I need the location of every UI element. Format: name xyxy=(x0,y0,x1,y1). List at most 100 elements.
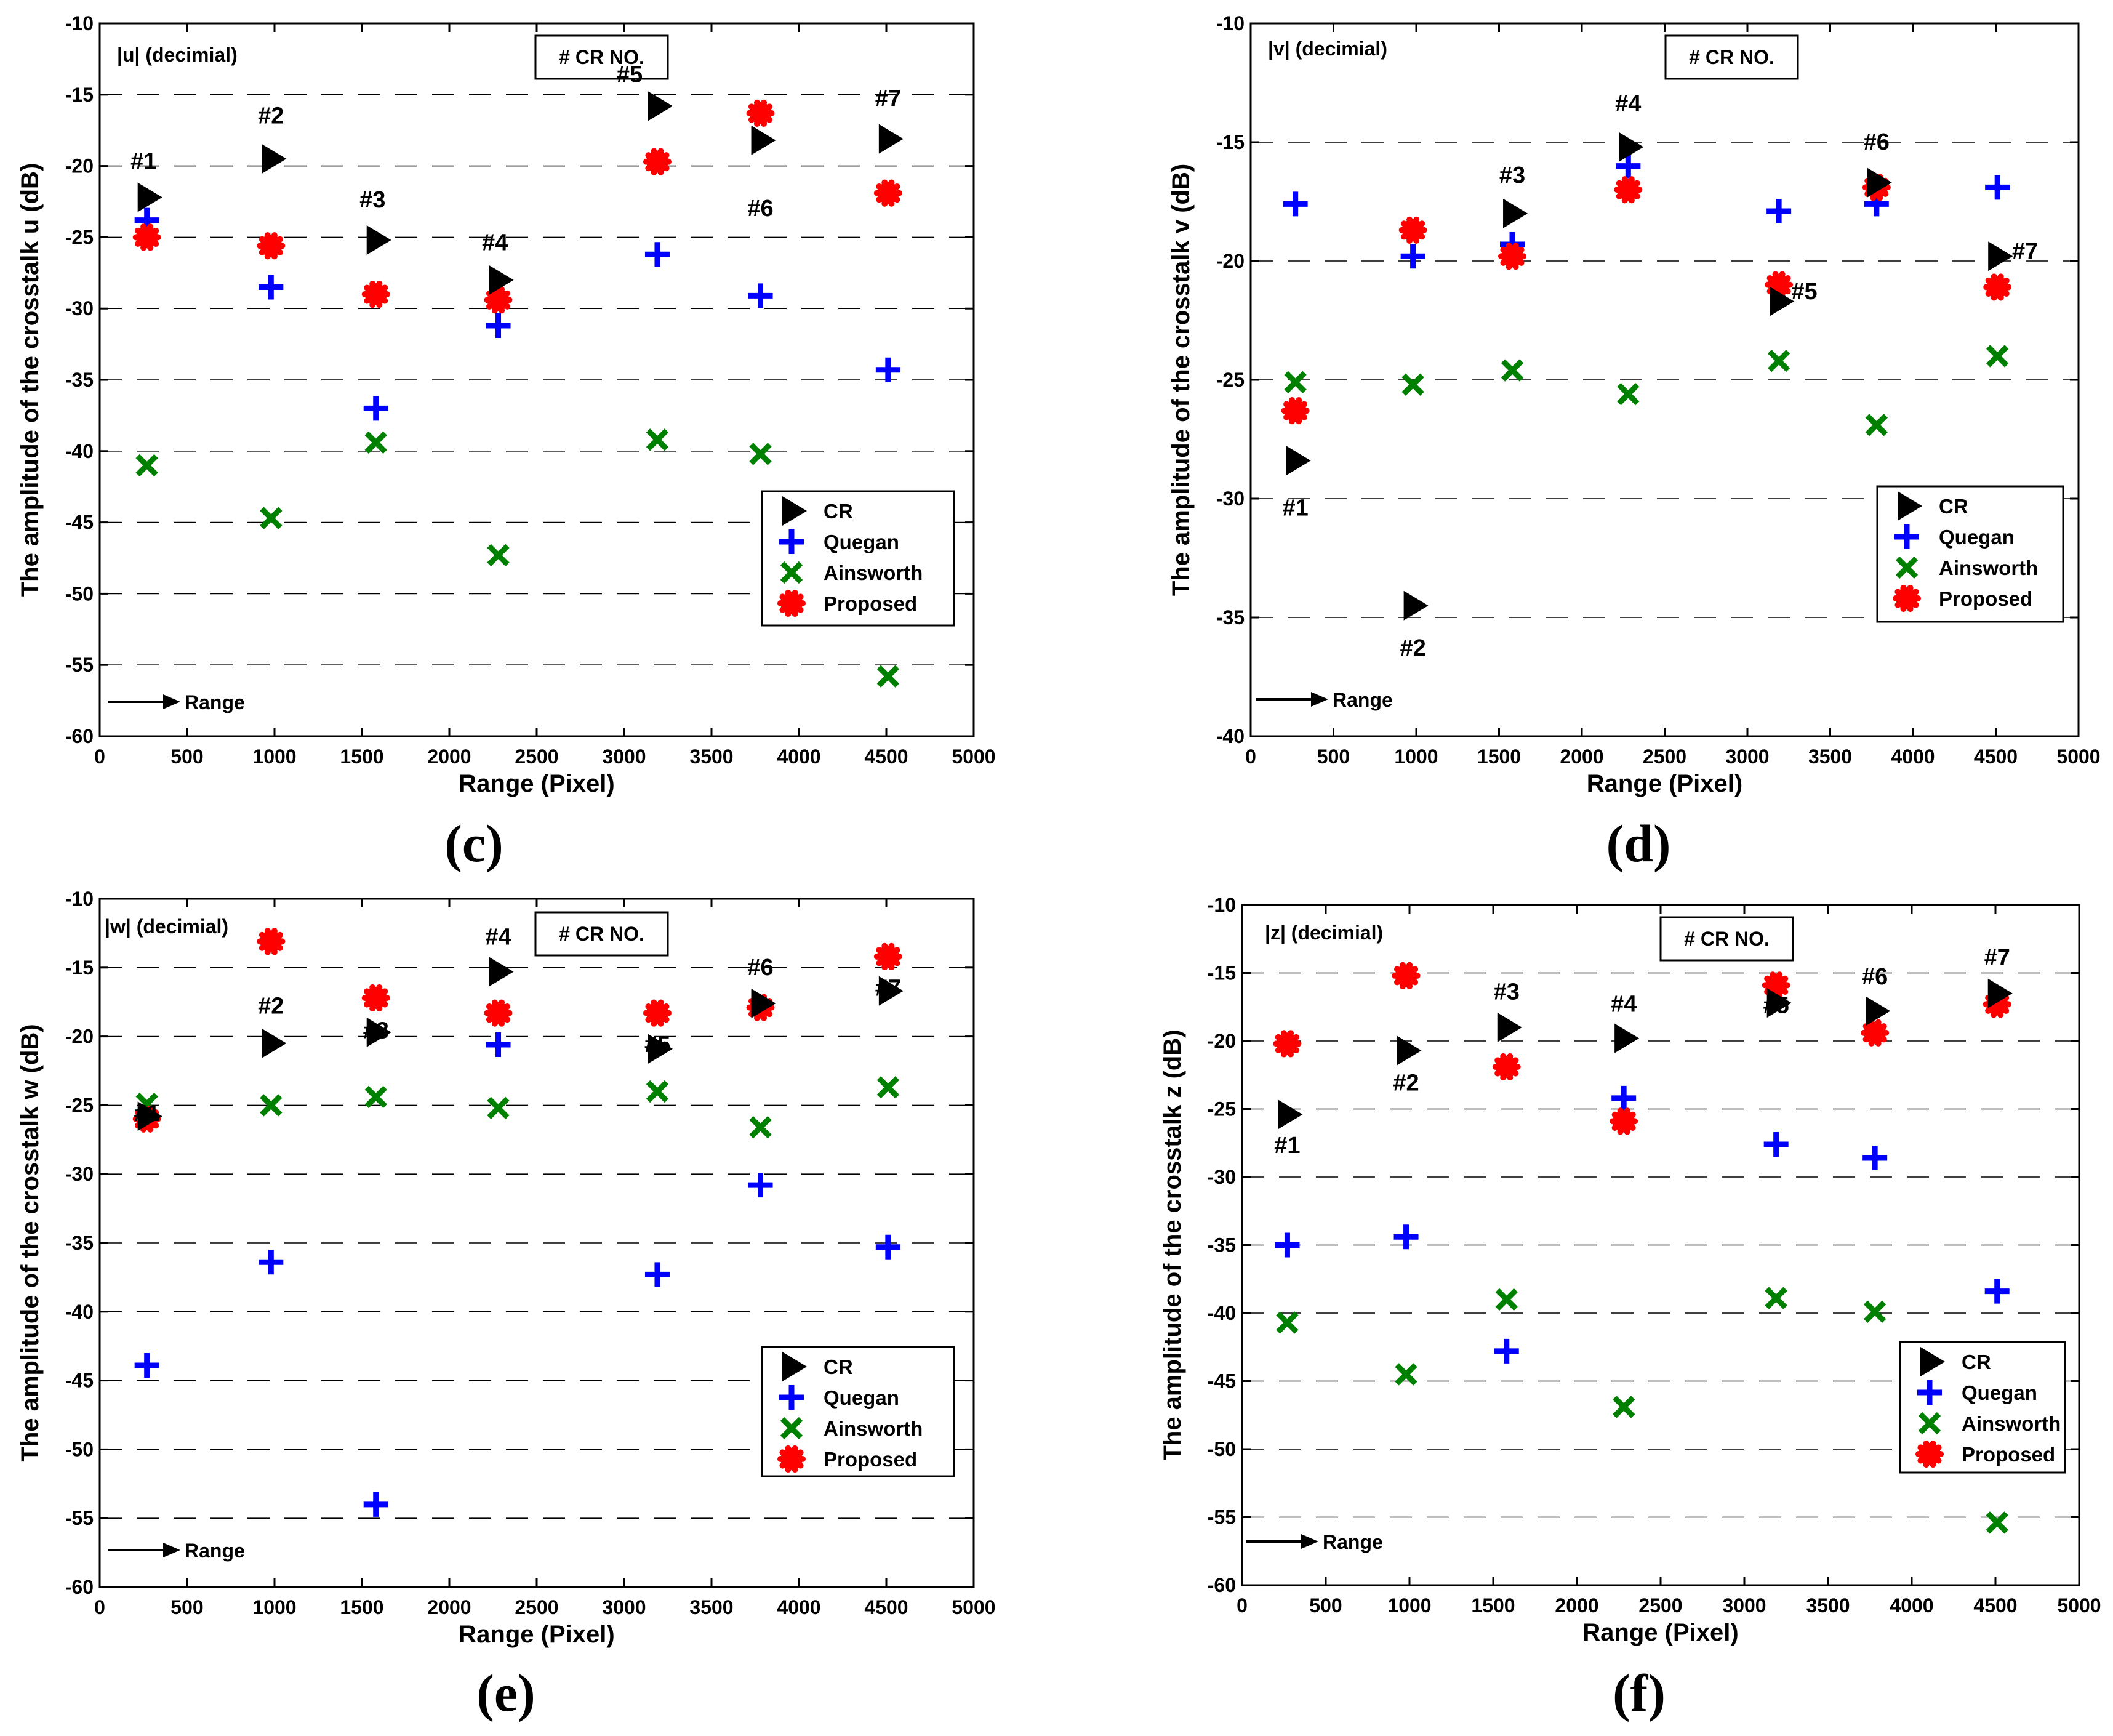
marker-cr xyxy=(1987,978,2013,1008)
marker-quegan xyxy=(1275,1232,1300,1258)
marker-proposed xyxy=(1492,1053,1521,1081)
legend-marker-quegan xyxy=(1894,524,1919,549)
marker-cr xyxy=(1278,1099,1303,1130)
marker-cr xyxy=(1503,198,1528,228)
marker-quegan xyxy=(1763,1131,1789,1157)
legend-label-quegan: Quegan xyxy=(1962,1381,2037,1404)
legend-label-quegan: Quegan xyxy=(1939,526,2015,549)
cr-label: #6 xyxy=(747,196,773,222)
marker-cr xyxy=(1867,167,1892,198)
marker-quegan xyxy=(1393,1224,1419,1250)
marker-proposed xyxy=(1983,273,2012,301)
marker-cr xyxy=(137,182,162,212)
marker-ainsworth xyxy=(364,431,387,454)
y-tick-label: -10 xyxy=(1216,12,1245,34)
legend-marker-cr xyxy=(1920,1347,1945,1376)
x-tick-label: 2000 xyxy=(1560,745,1603,768)
marker-quegan xyxy=(1984,1279,2010,1304)
marker-cr xyxy=(1770,286,1795,316)
marker-cr xyxy=(366,1017,391,1047)
cr-label: #6 xyxy=(1862,964,1888,990)
y-tick-label: -35 xyxy=(65,1232,94,1254)
marker-quegan xyxy=(644,242,670,267)
legend-marker-cr xyxy=(1898,491,1922,521)
panel-label-e: (e) xyxy=(476,1663,535,1722)
x-tick-label: 4500 xyxy=(864,745,908,768)
range-arrow-head-icon xyxy=(163,694,180,709)
x-tick-label: 3500 xyxy=(689,1596,733,1618)
y-tick-label: -20 xyxy=(1208,1030,1236,1052)
x-tick-label: 3000 xyxy=(602,1596,646,1618)
marker-cr xyxy=(137,1101,162,1131)
marker-cr xyxy=(1403,590,1429,621)
y-tick-label: -15 xyxy=(1208,962,1236,984)
range-arrow-head-icon xyxy=(1311,692,1328,707)
x-tick-label: 1000 xyxy=(1387,1594,1431,1617)
marker-proposed xyxy=(746,99,775,127)
x-tick-label: 2000 xyxy=(427,1596,471,1618)
marker-ainsworth xyxy=(1986,1511,2008,1534)
x-tick-label: 1500 xyxy=(340,745,383,768)
legend-label-cr: CR xyxy=(824,1356,853,1378)
marker-quegan xyxy=(1611,1085,1637,1111)
legend-marker-quegan xyxy=(779,1385,804,1410)
marker-proposed xyxy=(873,179,902,207)
x-tick-label: 4000 xyxy=(777,745,820,768)
panel-title: |w| (decimial) xyxy=(105,915,228,938)
y-tick-label: -15 xyxy=(65,957,94,979)
legend-marker-ainsworth xyxy=(1918,1412,1941,1435)
cr-label: #2 xyxy=(258,103,284,129)
cr-label: #1 xyxy=(134,1101,160,1127)
x-tick-label: 1000 xyxy=(252,1596,296,1618)
marker-ainsworth xyxy=(1865,414,1888,436)
marker-cr xyxy=(1397,1035,1422,1066)
x-tick-label: 3000 xyxy=(602,745,646,768)
x-tick-label: 5000 xyxy=(2056,745,2100,768)
legend-label-cr: CR xyxy=(824,500,853,523)
legend-marker-quegan xyxy=(1917,1380,1942,1405)
x-tick-label: 4500 xyxy=(1974,745,2018,768)
marker-ainsworth xyxy=(876,665,900,688)
y-tick-label: -40 xyxy=(65,440,94,462)
marker-quegan xyxy=(644,1262,670,1287)
cr-label: #1 xyxy=(1274,1133,1300,1159)
marker-proposed xyxy=(361,280,390,308)
cr-label: #7 xyxy=(2012,239,2038,265)
y-tick-label: -35 xyxy=(1208,1234,1236,1256)
x-tick-label: 0 xyxy=(1237,1594,1248,1617)
y-tick-label: -60 xyxy=(65,1576,94,1598)
cr-label: #2 xyxy=(1400,635,1425,661)
chart-panel-1: -10 -15 -20 -25 -30 -35 -40 -45 -50 -55 -600 500 100… xyxy=(17,12,996,797)
y-tick-label: -10 xyxy=(65,888,94,910)
marker-ainsworth xyxy=(646,1080,669,1103)
x-tick-label: 4500 xyxy=(864,1596,908,1618)
y-tick-label: -40 xyxy=(1216,725,1245,747)
legend-label-proposed: Proposed xyxy=(1939,587,2032,610)
marker-ainsworth xyxy=(260,507,283,529)
cr-label: #2 xyxy=(258,993,284,1019)
y-tick-label: -50 xyxy=(1208,1438,1236,1460)
cr-label: #5 xyxy=(617,62,643,87)
x-tick-label: 1500 xyxy=(340,1596,383,1618)
cr-label: #3 xyxy=(363,1018,389,1044)
y-tick-label: -25 xyxy=(1208,1098,1236,1120)
cr-label: #7 xyxy=(1984,945,2010,971)
marker-cr xyxy=(1614,1023,1640,1053)
range-arrow-head-icon xyxy=(1301,1534,1318,1549)
panel-label-f: (f) xyxy=(1613,1663,1666,1722)
legend-marker-ainsworth xyxy=(1895,556,1919,579)
marker-proposed xyxy=(257,928,286,955)
marker-ainsworth xyxy=(1495,1288,1518,1311)
y-tick-label: -45 xyxy=(1208,1370,1236,1392)
x-tick-label: 3000 xyxy=(1722,1594,1766,1617)
marker-quegan xyxy=(875,357,900,382)
marker-cr xyxy=(648,91,673,121)
legend-label-proposed: Proposed xyxy=(824,592,917,615)
legend-label-cr: CR xyxy=(1939,495,1968,518)
range-arrow-label: Range xyxy=(185,1540,245,1562)
y-tick-label: -20 xyxy=(65,155,94,177)
legend-label-ainsworth: Ainsworth xyxy=(1939,557,2038,579)
marker-quegan xyxy=(1616,153,1641,179)
